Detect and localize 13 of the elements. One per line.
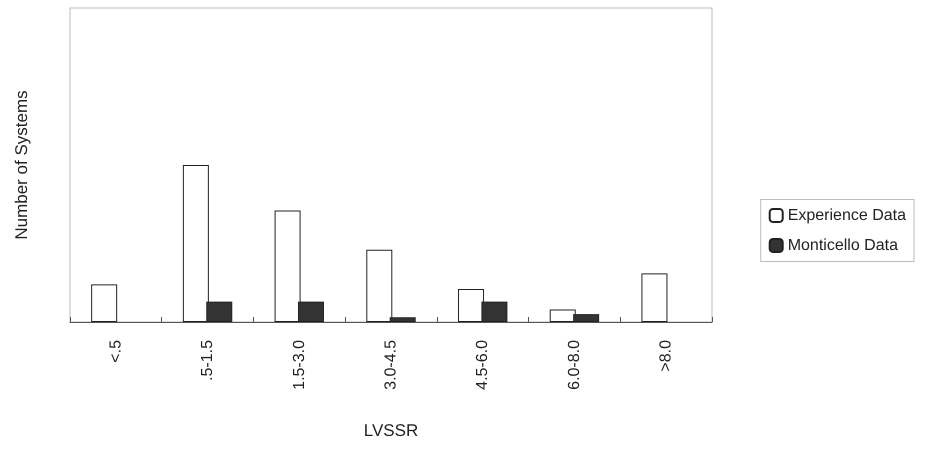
bar	[91, 284, 118, 322]
x-tick-label: >8.0	[658, 340, 675, 372]
bar	[641, 273, 668, 322]
x-tick-label: 3.0-4.5	[382, 340, 400, 390]
y-axis-title: Number of Systems	[12, 90, 31, 240]
x-tick-label: 1.5-3.0	[290, 340, 308, 390]
legend-label: Experience Data	[788, 207, 906, 224]
x-tick-label: 6.0-8.0	[566, 340, 583, 390]
x-tick-label: <.5	[107, 340, 124, 363]
legend-label: Monticello Data	[788, 237, 898, 254]
x-axis-title: LVSSR	[364, 421, 418, 440]
x-tick-label: 4.5-6.0	[474, 340, 492, 390]
x-tick-label: .5-1.5	[199, 340, 216, 381]
